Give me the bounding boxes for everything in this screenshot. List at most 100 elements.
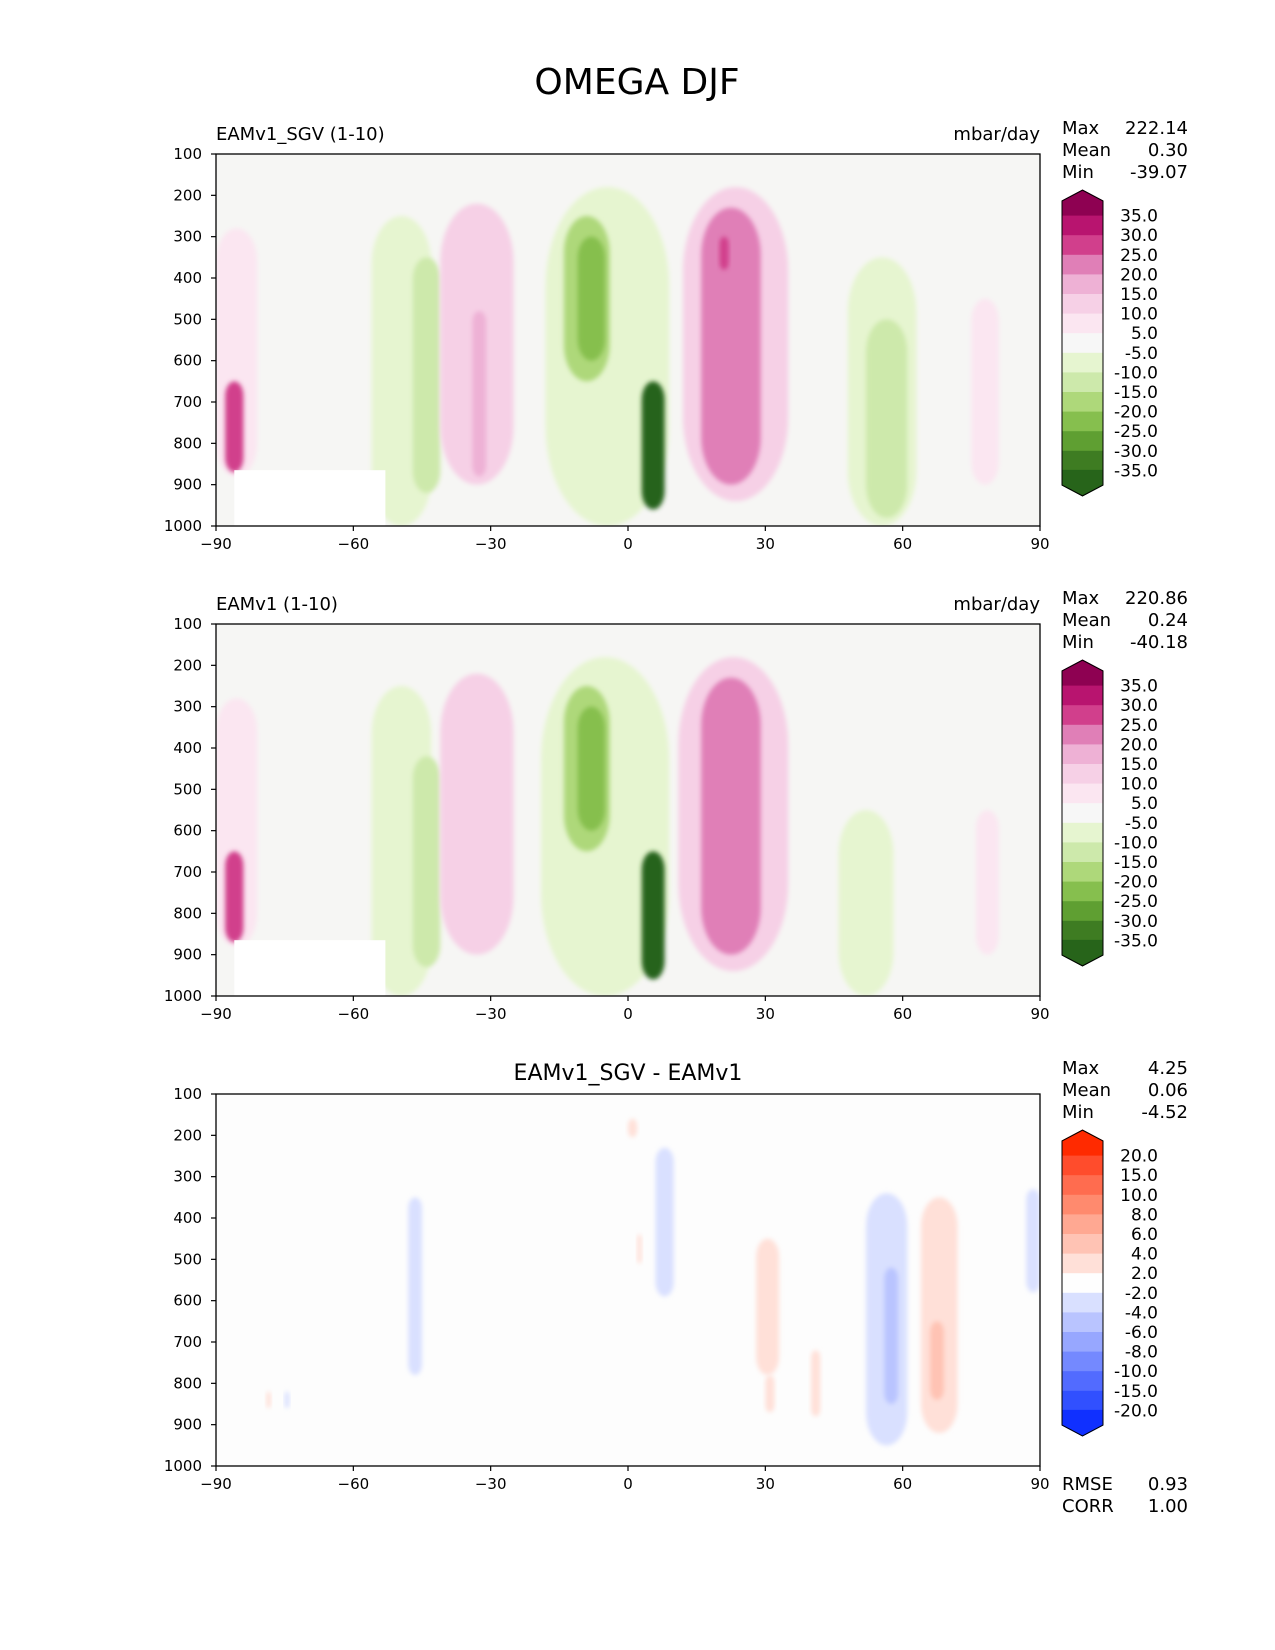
colorbar-tick-label: -2.0 [1125,1284,1158,1304]
panel-center-title: EAMv1_SGV - EAMv1 [514,1061,743,1086]
x-tick-label: 60 [893,1475,912,1493]
colorbar-tick-label: 10.0 [1120,775,1158,795]
y-tick-label: 500 [173,780,202,798]
y-tick-label: 700 [173,863,202,881]
stat-label-mean: Mean [1062,140,1111,161]
contour-negative-8 [884,1267,899,1404]
y-tick-label: 200 [173,656,202,674]
colorbar-swatch [1062,862,1103,883]
colorbar-tick-label: -25.0 [1114,422,1158,442]
contour-negative-8 [641,851,665,980]
y-tick-label: 900 [173,476,202,494]
colorbar-swatch [1062,842,1103,863]
colorbar-swatch [1062,411,1103,432]
contour-positive-9 [920,1197,958,1433]
colorbar-extend-top [1061,189,1104,217]
contour-negative-0 [408,1197,422,1376]
colorbar-tick-label: 25.0 [1120,246,1158,266]
colorbar-swatch [1062,1390,1103,1411]
y-tick-label: 300 [173,1168,202,1186]
colorbar-swatch [1062,450,1103,471]
panel-test: −90 −60 −30 0 30 60 90 100 200 300 400 500 600 700 800… [164,118,1188,553]
y-tick-label: 700 [173,393,202,411]
colorbar-swatch [1062,724,1103,745]
missing-data-mask [234,940,386,996]
x-tick-label: 0 [623,1005,633,1023]
colorbar-tick-label: -25.0 [1114,892,1158,912]
contour-positive-1 [225,381,244,473]
colorbar-tick-label: 4.0 [1131,1245,1158,1265]
colorbar-swatch [1062,333,1103,354]
colorbar-tick-label: -10.0 [1114,1362,1158,1382]
colorbar-swatch [1062,1155,1103,1176]
colorbar-swatch [1062,372,1103,393]
contour-positive-4 [756,1238,780,1376]
contour-positive-1 [225,851,244,943]
colorbar-tick-label: -10.0 [1114,363,1158,383]
x-tick-label: 90 [1030,1475,1049,1493]
y-tick-label: 600 [173,1292,202,1310]
stat-label-max: Max [1062,588,1100,609]
stat-value-max: 222.14 [1125,118,1188,139]
y-tick-label: 1000 [164,1457,202,1475]
contour-positive-12 [266,1391,271,1409]
colorbar-extend-bottom [1061,1409,1104,1437]
field-contours [216,187,999,526]
colorbar-swatch [1062,764,1103,785]
colorbar-tick-label: 20.0 [1120,265,1158,285]
stat-label-max: Max [1062,118,1100,139]
y-tick-label: 200 [173,1126,202,1144]
y-tick-label: 1000 [164,517,202,535]
x-tick-label: −30 [475,535,507,553]
colorbar-tick-label: -20.0 [1114,403,1158,423]
stat-label-min: Min [1062,1102,1094,1123]
colorbar-tick-label: 25.0 [1120,716,1158,736]
colorbar-tick-label: 20.0 [1120,1147,1158,1167]
colorbar-swatch [1062,1292,1103,1313]
colorbar-swatch [1062,1351,1103,1372]
colorbar-tick-label: -35.0 [1114,931,1158,951]
colorbar-swatch [1062,1175,1103,1196]
x-tick-label: 0 [623,535,633,553]
y-tick-label: 800 [173,1374,202,1392]
contour-negative-7 [577,706,606,831]
colorbar-swatch [1062,274,1103,295]
colorbar-swatch [1062,1253,1103,1274]
contour-positive-10 [930,1321,944,1400]
colorbar-tick-label: 15.0 [1120,755,1158,775]
colorbar-swatch [1062,313,1103,334]
stat-value-mean: 0.24 [1148,610,1188,631]
stat-label-min: Min [1062,632,1094,653]
colorbar-tick-label: 10.0 [1120,305,1158,325]
colorbar-tick-label: 15.0 [1120,1166,1158,1186]
contour-positive-15 [971,298,999,485]
x-tick-label: 0 [623,1475,633,1493]
contour-positive-11 [701,207,761,485]
colorbar-swatch [1062,1312,1103,1333]
panel-left-title: EAMv1_SGV (1-10) [216,124,385,145]
colorbar-outline [1061,659,1104,967]
stat-value-max: 4.25 [1148,1058,1188,1079]
colorbar-tick-label: 30.0 [1120,696,1158,716]
stat-value-corr: 1.00 [1148,1496,1188,1517]
colorbar-swatch [1062,901,1103,922]
colorbar-swatch [1062,881,1103,902]
contour-negative-11 [1026,1189,1040,1293]
colorbar-tick-label: -35.0 [1114,461,1158,481]
y-tick-label: 1000 [164,987,202,1005]
contour-negative-3 [412,257,441,493]
y-tick-label: 100 [173,1085,202,1103]
x-tick-label: 90 [1030,535,1049,553]
colorbar-swatch [1062,1234,1103,1255]
colorbar-swatch [1062,1214,1103,1235]
colorbar-swatch [1062,822,1103,843]
colorbar-extend-top [1061,1129,1104,1157]
colorbar-tick-label: -8.0 [1125,1343,1158,1363]
stat-value-mean: 0.06 [1148,1080,1188,1101]
x-tick-label: −30 [475,1005,507,1023]
x-tick-label: 30 [756,535,775,553]
colorbar-swatch [1062,352,1103,373]
colorbar-tick-label: 35.0 [1120,677,1158,697]
contour-positive-4 [440,673,514,955]
colorbar-swatch [1062,920,1103,941]
